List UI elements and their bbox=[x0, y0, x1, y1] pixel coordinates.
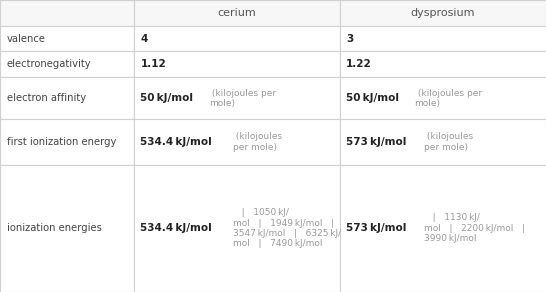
Bar bbox=[340, 51, 546, 77]
Bar bbox=[0, 165, 134, 292]
Text: first ionization energy: first ionization energy bbox=[7, 137, 116, 147]
Text: 1.12: 1.12 bbox=[140, 59, 166, 69]
Text: 50 kJ/mol: 50 kJ/mol bbox=[140, 93, 193, 103]
Text: |   1050 kJ/
mol   |   1949 kJ/mol   |
3547 kJ/mol   |   6325 kJ/
mol   |   7490: | 1050 kJ/ mol | 1949 kJ/mol | 3547 kJ/m… bbox=[233, 208, 341, 248]
Bar bbox=[340, 165, 546, 292]
Bar bbox=[134, 26, 340, 51]
Text: valence: valence bbox=[7, 34, 45, 44]
Bar bbox=[0, 77, 134, 119]
Bar bbox=[340, 26, 546, 51]
Bar bbox=[0, 26, 134, 51]
Bar bbox=[0, 119, 134, 165]
Bar bbox=[134, 119, 340, 165]
Text: 534.4 kJ/mol: 534.4 kJ/mol bbox=[140, 223, 212, 233]
Text: 4: 4 bbox=[140, 34, 148, 44]
Text: 3: 3 bbox=[346, 34, 353, 44]
Text: ionization energies: ionization energies bbox=[7, 223, 102, 233]
Text: 1.22: 1.22 bbox=[346, 59, 372, 69]
Text: (kilojoules per
mole): (kilojoules per mole) bbox=[414, 88, 482, 108]
Text: (kilojoules
per mole): (kilojoules per mole) bbox=[233, 132, 282, 152]
Bar bbox=[340, 77, 546, 119]
Bar bbox=[134, 0, 340, 26]
Text: electronegativity: electronegativity bbox=[7, 59, 91, 69]
Bar bbox=[134, 51, 340, 77]
Text: (kilojoules
per mole): (kilojoules per mole) bbox=[424, 132, 473, 152]
Text: cerium: cerium bbox=[217, 8, 256, 18]
Text: 534.4 kJ/mol: 534.4 kJ/mol bbox=[140, 137, 212, 147]
Text: 573 kJ/mol: 573 kJ/mol bbox=[346, 137, 407, 147]
Text: 573 kJ/mol: 573 kJ/mol bbox=[346, 223, 407, 233]
Bar bbox=[134, 77, 340, 119]
Bar bbox=[0, 0, 134, 26]
Bar bbox=[134, 165, 340, 292]
Text: dysprosium: dysprosium bbox=[411, 8, 475, 18]
Bar bbox=[0, 51, 134, 77]
Bar bbox=[340, 119, 546, 165]
Text: |   1130 kJ/
mol   |   2200 kJ/mol   |
3990 kJ/mol: | 1130 kJ/ mol | 2200 kJ/mol | 3990 kJ/m… bbox=[424, 213, 525, 243]
Text: electron affinity: electron affinity bbox=[7, 93, 86, 103]
Bar bbox=[340, 0, 546, 26]
Text: (kilojoules per
mole): (kilojoules per mole) bbox=[209, 88, 276, 108]
Text: 50 kJ/mol: 50 kJ/mol bbox=[346, 93, 399, 103]
